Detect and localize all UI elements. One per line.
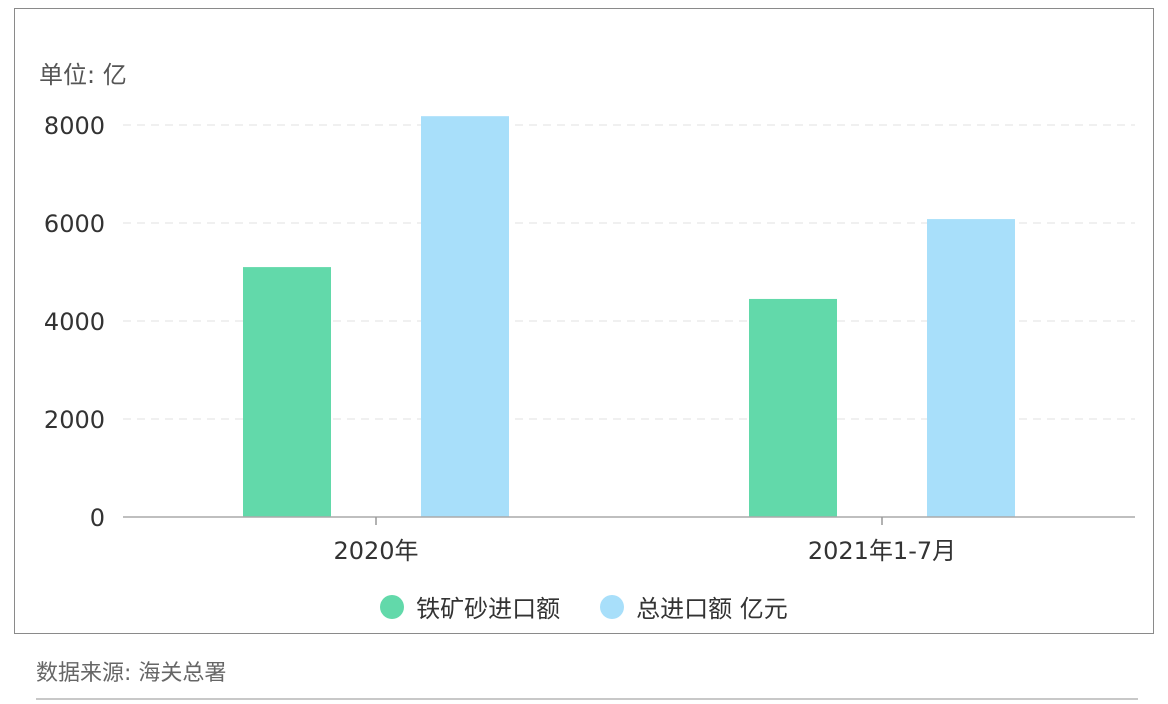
bar-iron-ore-1[interactable]: [749, 298, 837, 517]
unit-label: 单位: 亿: [39, 61, 127, 89]
bar-iron-ore-0[interactable]: [243, 267, 331, 517]
bar-total-import-1[interactable]: [927, 219, 1015, 517]
source-note: 数据来源: 海关总署: [36, 661, 227, 686]
y-axis-ticks: 0 2000 4000 6000 8000: [44, 112, 105, 532]
chart-svg: 0 2000 4000 6000 8000 2020年 2021年1-7月: [44, 112, 1135, 565]
y-tick-label-0: 0: [90, 504, 105, 532]
x-tick-label-1: 2021年1-7月: [808, 537, 956, 565]
chart-frame: 0 2000 4000 6000 8000 2020年 2021年1-7月 单位: 亿 铁…: [14, 8, 1154, 634]
legend-swatch-total-import: [600, 594, 625, 619]
legend: 铁矿砂进口额 总进口额 亿元: [15, 589, 1153, 624]
legend-swatch-iron-ore: [380, 594, 405, 619]
bar-total-import-0[interactable]: [421, 116, 509, 518]
legend-label-total-import: 总进口额 亿元: [636, 595, 788, 623]
y-tick-label-8000: 8000: [44, 112, 105, 140]
legend-item-iron-ore[interactable]: 铁矿砂进口额: [380, 589, 560, 624]
bottom-divider: [36, 698, 1138, 700]
y-tick-label-2000: 2000: [44, 406, 105, 434]
bars: [243, 116, 1015, 518]
x-axis-ticks: 2020年 2021年1-7月: [333, 517, 956, 565]
y-tick-label-6000: 6000: [44, 210, 105, 238]
x-tick-label-0: 2020年: [333, 537, 418, 565]
legend-label-iron-ore: 铁矿砂进口额: [416, 595, 561, 623]
legend-item-total-import[interactable]: 总进口额 亿元: [600, 589, 788, 624]
y-tick-label-4000: 4000: [44, 308, 105, 336]
